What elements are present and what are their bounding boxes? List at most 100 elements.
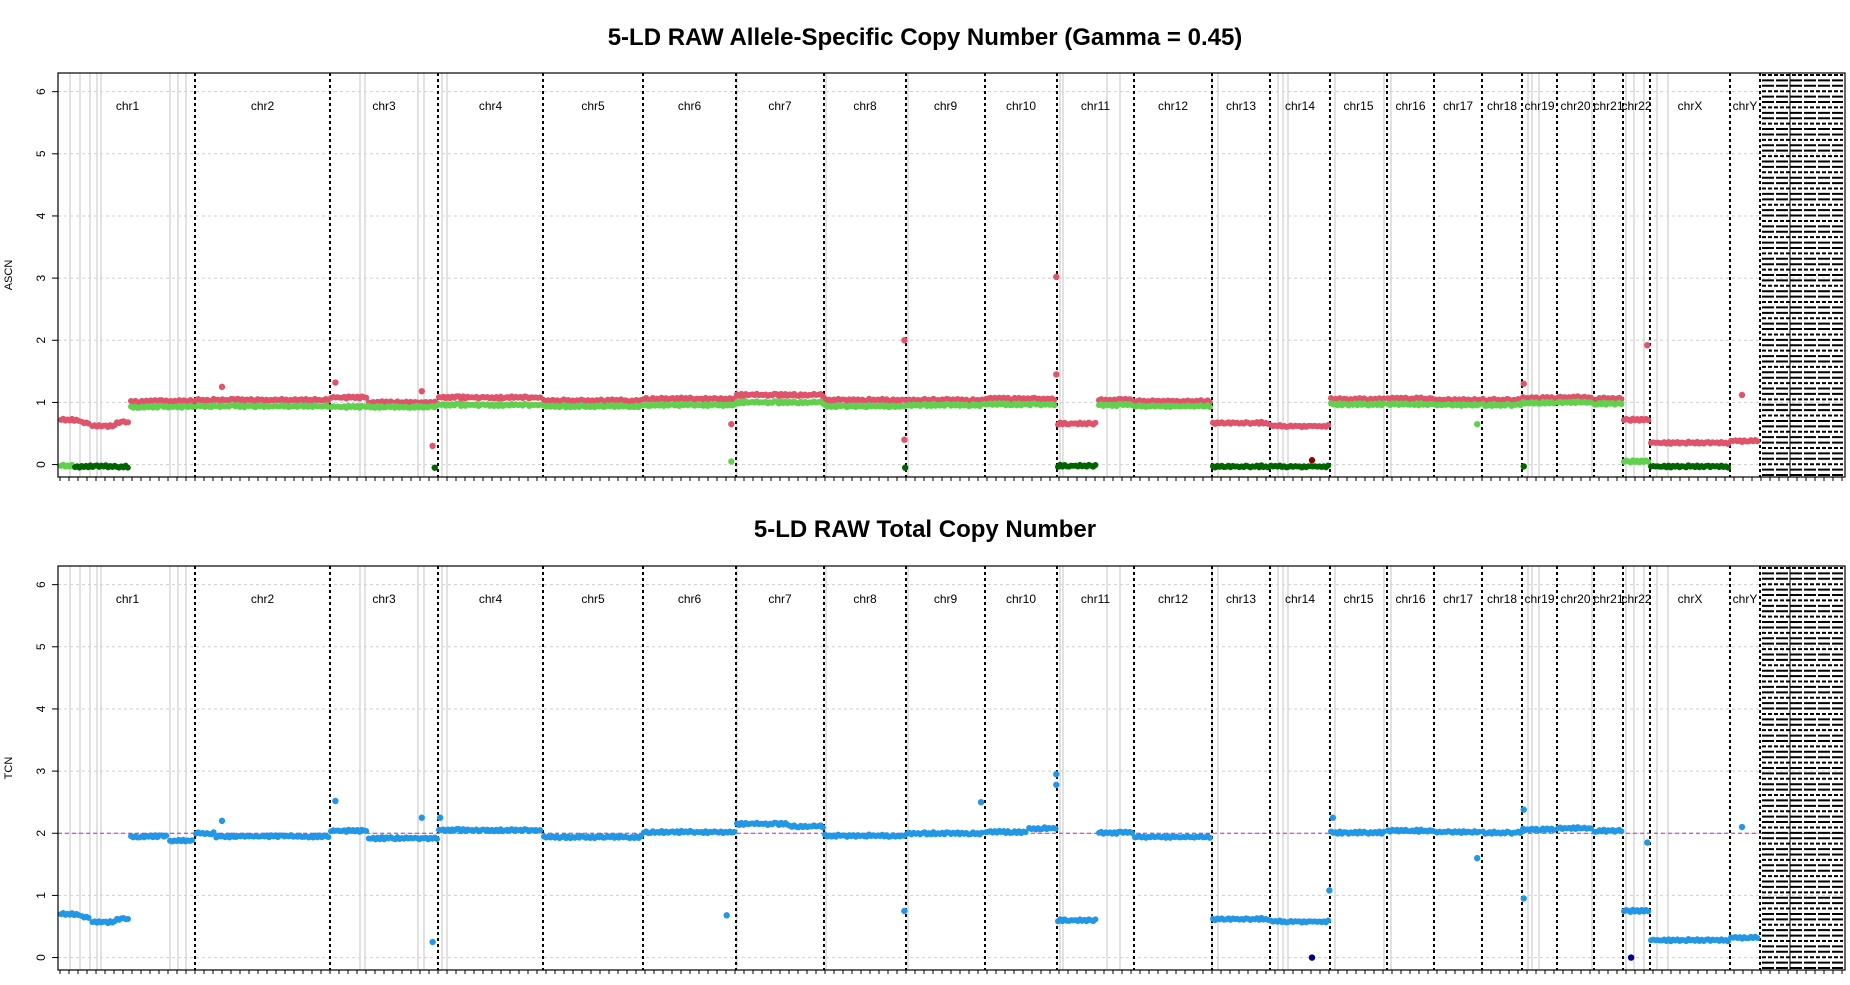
data-point	[189, 837, 195, 844]
y-tick-label: 1	[34, 399, 48, 406]
outlier-point	[901, 907, 908, 915]
chromosome-label: chr17	[1443, 99, 1473, 113]
outlier-point	[1627, 954, 1635, 961]
data-point	[1325, 462, 1332, 469]
y-axis-label: ASCN	[3, 260, 15, 291]
y-tick-label: 0	[34, 954, 48, 961]
outlier-point	[429, 442, 436, 450]
data-point	[1129, 830, 1135, 837]
outlier-point	[1644, 839, 1651, 846]
chromosome-label: chr20	[1560, 592, 1590, 606]
data-point	[363, 394, 370, 401]
chromosome-label: chrX	[1678, 592, 1703, 606]
outlier-point	[218, 817, 226, 825]
outlier-point	[728, 458, 735, 465]
plot-frame	[57, 565, 1846, 971]
chromosome-label: chr11	[1081, 99, 1110, 113]
chromosome-label: chr14	[1285, 592, 1315, 606]
y-tick-label: 4	[34, 705, 48, 712]
chromosome-label: chr21	[1593, 592, 1623, 606]
y-tick-label: 2	[34, 830, 48, 837]
y-tick-label: 3	[34, 767, 48, 774]
data-point	[1725, 464, 1731, 471]
data-point	[1645, 458, 1652, 465]
chromosome-label: chr18	[1487, 592, 1517, 606]
chromosome-label: chr9	[934, 99, 958, 113]
outlier-point	[1520, 380, 1527, 387]
chromosome-label: chr4	[479, 99, 503, 113]
data-point	[125, 419, 131, 426]
chromosome-label: chr1	[116, 592, 140, 606]
data-point	[125, 915, 131, 922]
data-point	[1754, 438, 1761, 445]
chromosome-label: chr4	[479, 592, 503, 606]
y-tick-label: 5	[34, 150, 48, 157]
chromosome-label: chrX	[1678, 99, 1703, 113]
chromosome-label: chr11	[1081, 592, 1110, 606]
chromosome-label: chr7	[768, 592, 792, 606]
chromosome-label: chr13	[1226, 99, 1256, 113]
data-point	[1618, 828, 1625, 835]
series-1	[58, 819, 1761, 945]
chromosome-label: chr1	[116, 99, 140, 113]
data-point	[325, 834, 332, 841]
data-point	[1325, 917, 1332, 924]
outlier-point	[1053, 771, 1060, 778]
outlier-point	[431, 464, 438, 471]
y-tick-label: 6	[34, 88, 48, 95]
outlier-point	[436, 814, 444, 821]
chromosome-label: chr2	[251, 99, 275, 113]
chromosome-label: chr15	[1343, 99, 1373, 113]
data-point	[1588, 825, 1594, 832]
data-point	[1618, 401, 1625, 408]
outlier-point	[1308, 954, 1316, 961]
y-tick-label: 4	[34, 212, 48, 219]
chromosome-label: chr5	[581, 99, 605, 113]
data-point	[731, 828, 738, 835]
chart-title: 5-LD RAW Total Copy Number	[754, 516, 1096, 543]
outlier-point	[1308, 457, 1316, 464]
chromosome-label: chrY	[1733, 592, 1758, 606]
outlier-point	[1738, 391, 1746, 399]
chromosome-label: chrY	[1733, 99, 1758, 113]
outlier-point	[1053, 273, 1060, 281]
unplaced-contigs-block	[1762, 73, 1843, 477]
series-3	[72, 461, 1731, 471]
outlier-point	[901, 436, 908, 443]
chromosome-label: chr16	[1395, 99, 1425, 113]
outlier-point	[332, 379, 339, 386]
chromosome-label: chr3	[372, 99, 396, 113]
chromosome-label: chr22	[1621, 99, 1651, 113]
chromosome-label: chr17	[1443, 592, 1473, 606]
chromosome-label: chr9	[934, 592, 958, 606]
chromosome-label: chr22	[1621, 592, 1651, 606]
chromosome-label: chr10	[1006, 99, 1036, 113]
data-point	[1092, 461, 1099, 468]
data-point	[1645, 908, 1652, 915]
chromosome-label: chr20	[1560, 99, 1590, 113]
data-point	[1206, 404, 1213, 411]
y-tick-label: 3	[34, 274, 48, 281]
data-point	[163, 832, 170, 839]
chromosome-label: chr15	[1343, 592, 1373, 606]
data-point	[1206, 834, 1213, 841]
data-point	[537, 827, 544, 834]
data-point	[124, 464, 131, 471]
chromosome-label: chr6	[678, 592, 702, 606]
chromosome-label: chr13	[1226, 592, 1256, 606]
outlier-point	[728, 420, 735, 428]
chromosome-label: chr19	[1524, 592, 1554, 606]
outlier-point	[1053, 781, 1060, 788]
outlier-point	[1738, 823, 1746, 831]
data-point	[1325, 422, 1332, 429]
outlier-point	[1520, 895, 1527, 902]
chromosome-label: chr12	[1158, 592, 1188, 606]
panel-1: 5-LD RAW Allele-Specific Copy Number (Ga…	[3, 24, 1846, 481]
chromosome-label: chr18	[1487, 99, 1517, 113]
plot-frame	[57, 72, 1846, 478]
outlier-point	[1644, 342, 1651, 349]
series-1	[58, 390, 1761, 447]
outlier-point	[1474, 854, 1481, 862]
data-point	[85, 914, 92, 921]
